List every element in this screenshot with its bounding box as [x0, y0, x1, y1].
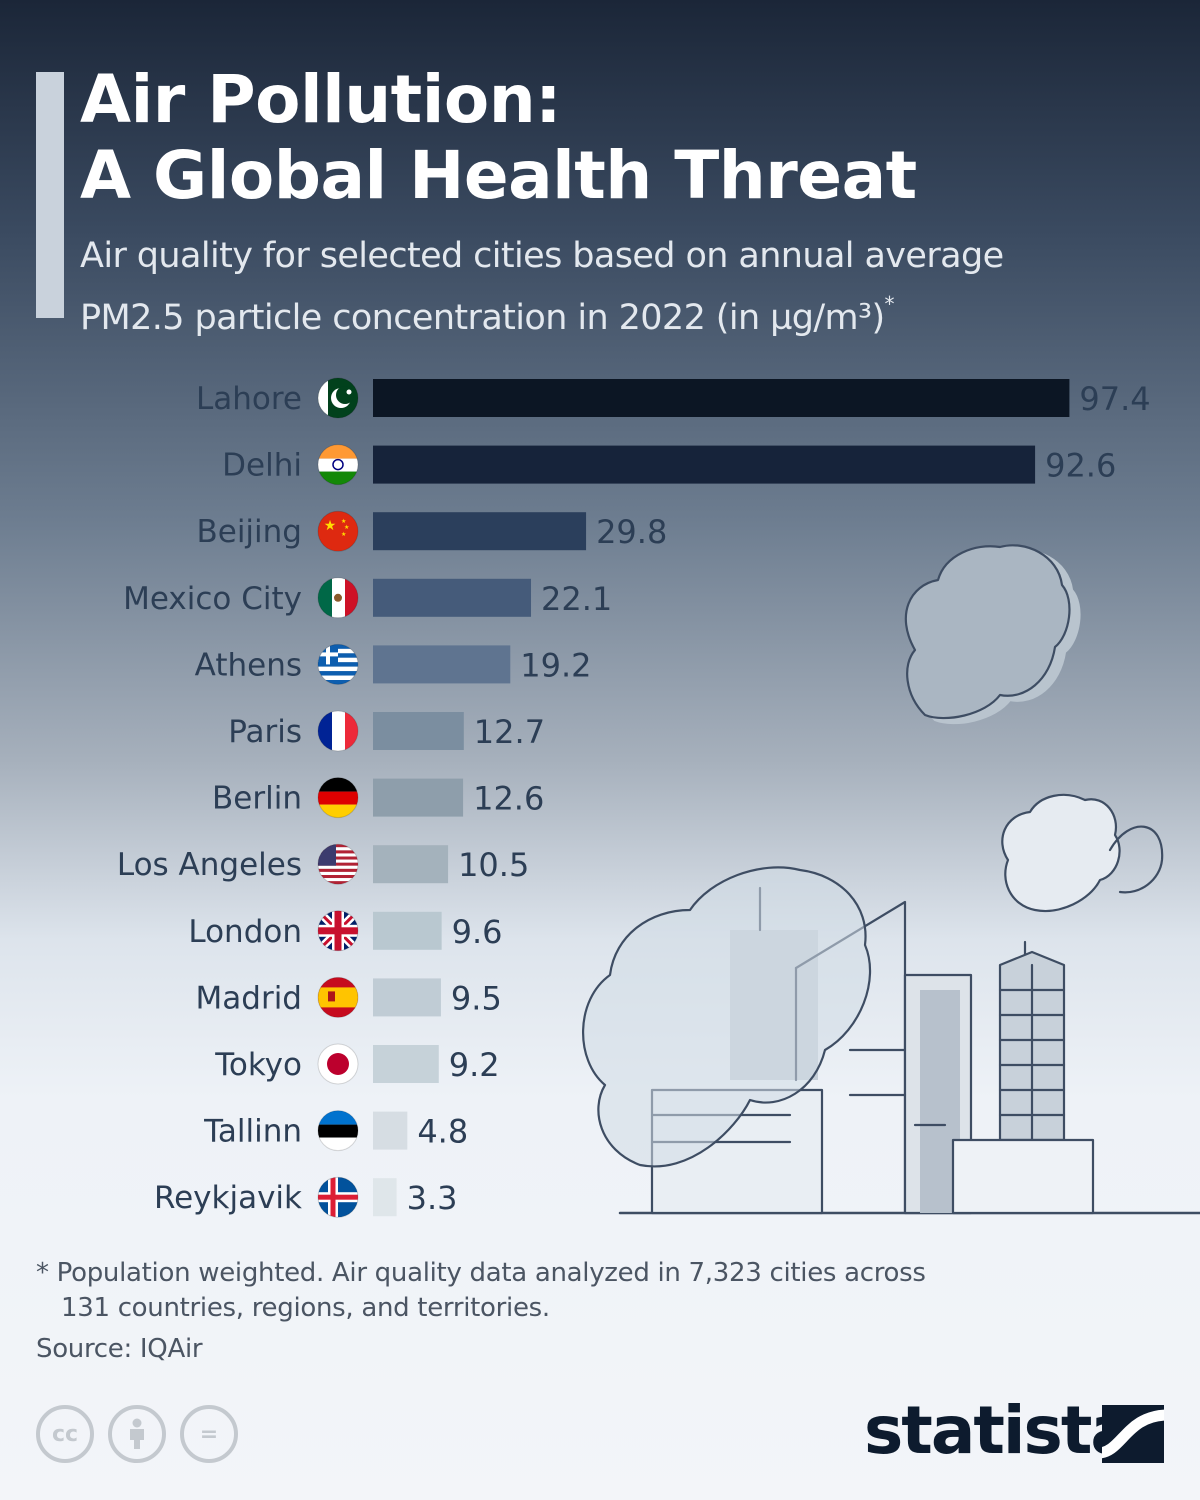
- cc-icon[interactable]: cc: [36, 1405, 94, 1463]
- page-title: Air Pollution: A Global Health Threat: [80, 62, 917, 214]
- no-derivatives-icon[interactable]: =: [180, 1405, 238, 1463]
- statista-logo-icon: [1102, 1405, 1164, 1463]
- city-label-berlin: Berlin: [212, 781, 302, 817]
- value-label-lahore: 97.4: [1079, 380, 1150, 418]
- smoke-cloud-icon: [1001, 793, 1164, 913]
- svg-text:★: ★: [324, 518, 337, 534]
- svg-text:★: ★: [341, 518, 346, 525]
- footnote-line-2: 131 countries, regions, and territories.: [61, 1293, 550, 1323]
- subtitle-line-1: Air quality for selected cities based on…: [80, 236, 1004, 276]
- bar-tokyo: [373, 1045, 439, 1083]
- bar-madrid: [373, 978, 441, 1017]
- value-label-delhi: 92.6: [1045, 447, 1116, 485]
- bar-los-angeles: [373, 845, 449, 884]
- big-cloud-icon: [582, 866, 872, 1168]
- statista-logo[interactable]: statista: [864, 1392, 1135, 1469]
- svg-text:★: ★: [341, 531, 346, 538]
- value-label-paris: 12.7: [474, 713, 545, 751]
- usa-flag-icon: [318, 844, 358, 885]
- spain-flag-icon: [318, 977, 358, 1018]
- title-accent-bar: [36, 72, 64, 318]
- city-label-mexico-city: Mexico City: [123, 581, 302, 617]
- iceland-flag-icon: [318, 1177, 358, 1218]
- india-flag-icon: [318, 444, 358, 485]
- value-label-london: 9.6: [452, 913, 503, 951]
- bar-reykjavik: [373, 1178, 397, 1217]
- subtitle: Air quality for selected cities based on…: [80, 232, 1004, 342]
- license-icons: cc =: [36, 1405, 238, 1463]
- china-flag-icon: ★ ★★★: [318, 511, 358, 552]
- pakistan-flag-icon: [318, 378, 358, 418]
- bar-beijing: [373, 512, 587, 551]
- title-line-2: A Global Health Threat: [80, 137, 917, 214]
- bar-mexico-city: [373, 578, 532, 617]
- value-label-reykjavik: 3.3: [407, 1179, 458, 1217]
- title-line-1: Air Pollution:: [80, 61, 562, 138]
- value-label-athens: 19.2: [520, 646, 591, 684]
- bar-paris: [373, 712, 464, 750]
- germany-flag-icon: [318, 777, 358, 818]
- city-label-reykjavik: Reykjavik: [154, 1180, 302, 1216]
- city-label-athens: Athens: [195, 647, 302, 683]
- subtitle-line-2: PM2.5 particle concentration in 2022 (in…: [80, 280, 1004, 342]
- bar-lahore: [373, 379, 1070, 417]
- estonia-flag-icon: [318, 1110, 358, 1151]
- city-label-tokyo: Tokyo: [214, 1047, 302, 1083]
- subtitle-line-2-text: PM2.5 particle concentration in 2022 (in…: [80, 298, 885, 338]
- japan-flag-icon: [318, 1044, 358, 1084]
- value-label-berlin: 12.6: [473, 780, 544, 818]
- bar-berlin: [373, 778, 464, 817]
- bar-delhi: [373, 445, 1036, 484]
- city-skyline-illustration: [582, 544, 1200, 1215]
- uk-flag-icon: [318, 910, 358, 951]
- bar-london: [373, 911, 442, 950]
- bar-tallinn: [373, 1111, 408, 1150]
- subtitle-asterisk: *: [884, 292, 895, 316]
- attribution-icon[interactable]: [108, 1405, 166, 1463]
- footnote: * Population weighted. Air quality data …: [36, 1256, 926, 1326]
- value-label-mexico-city: 22.1: [541, 580, 612, 618]
- value-label-madrid: 9.5: [451, 979, 502, 1017]
- france-flag-icon: [318, 711, 358, 751]
- value-label-beijing: 29.8: [596, 513, 667, 551]
- mexico-flag-icon: [318, 577, 358, 618]
- city-label-beijing: Beijing: [196, 514, 302, 550]
- city-label-london: London: [188, 914, 302, 950]
- cloud-icon: [904, 544, 1081, 725]
- greece-flag-icon: [318, 644, 358, 685]
- value-label-los-angeles: 10.5: [458, 846, 529, 884]
- city-label-paris: Paris: [228, 714, 302, 750]
- footnote-line-1: * Population weighted. Air quality data …: [36, 1258, 926, 1288]
- city-label-delhi: Delhi: [222, 448, 302, 484]
- svg-text:★: ★: [344, 524, 349, 531]
- value-label-tokyo: 9.2: [449, 1046, 500, 1084]
- city-label-los-angeles: Los Angeles: [117, 847, 302, 883]
- bar-athens: [373, 645, 511, 684]
- source-note: Source: IQAir: [36, 1334, 203, 1364]
- city-label-madrid: Madrid: [196, 980, 302, 1016]
- city-label-lahore: Lahore: [196, 381, 302, 417]
- value-label-tallinn: 4.8: [417, 1113, 468, 1151]
- city-label-tallinn: Tallinn: [203, 1114, 302, 1150]
